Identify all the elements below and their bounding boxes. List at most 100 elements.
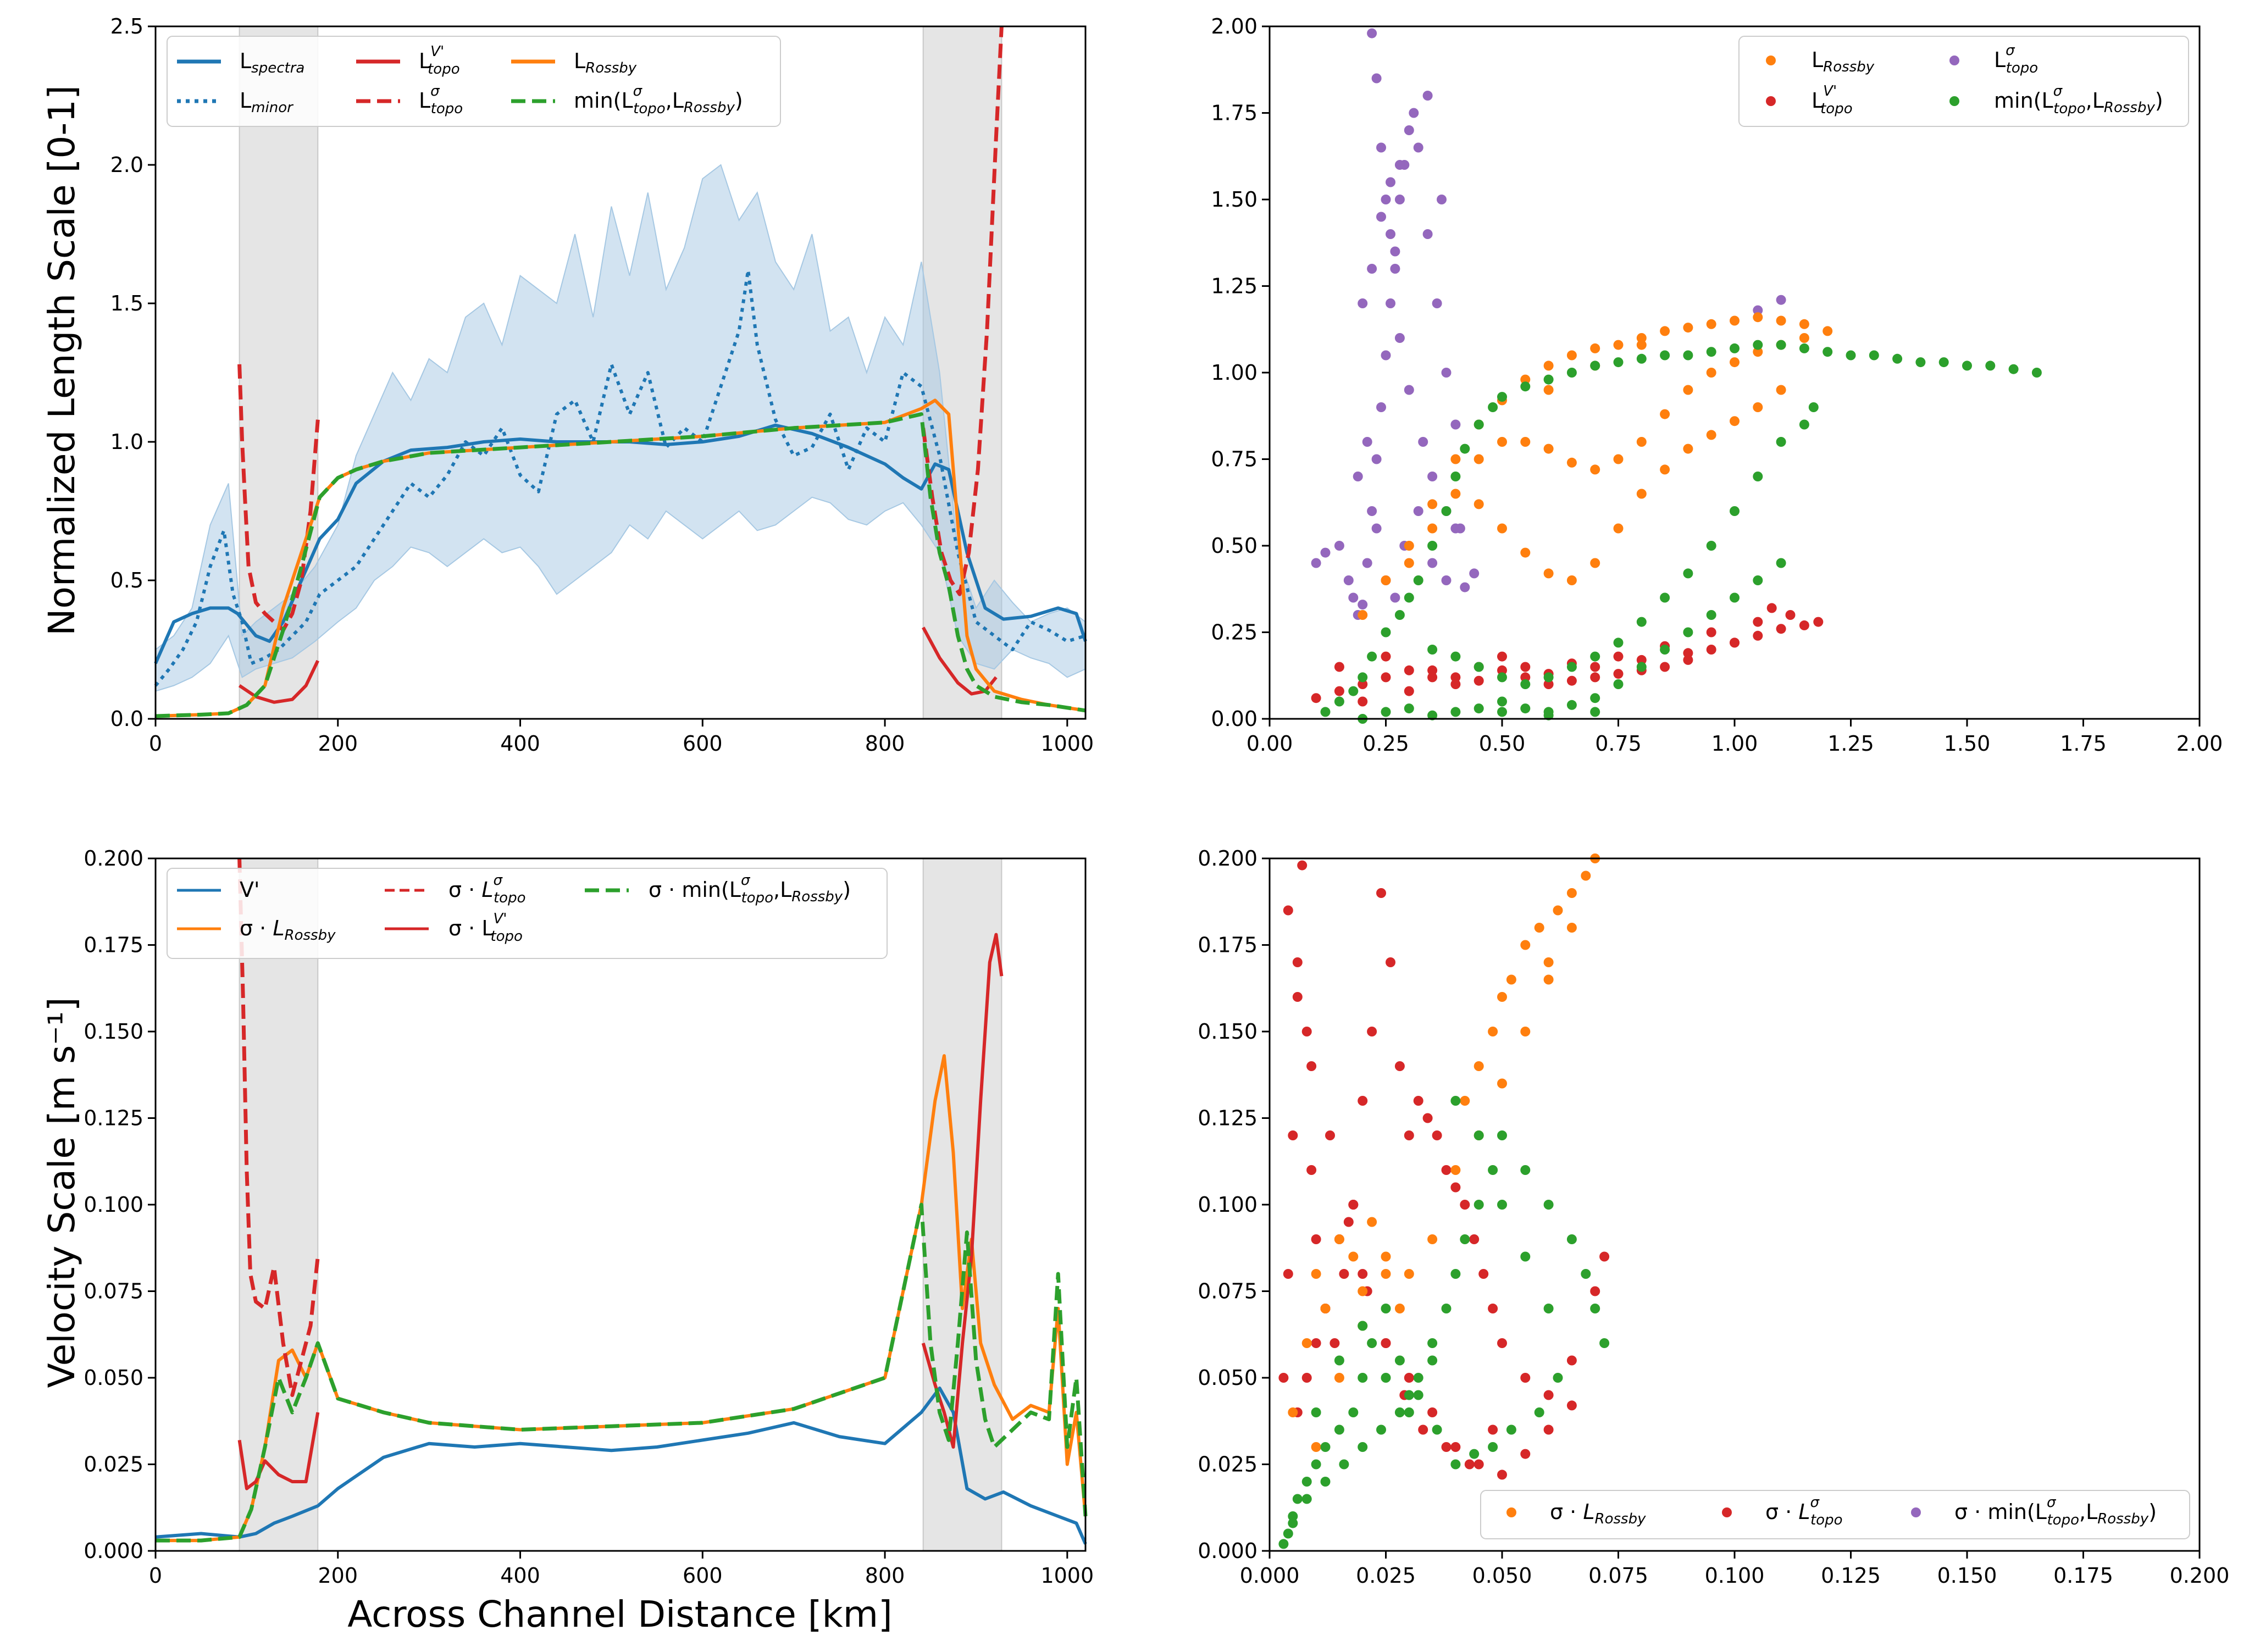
y-tick-label: 1.50 (1211, 187, 1258, 212)
point-red (1283, 1269, 1293, 1279)
point-green (1358, 1442, 1368, 1452)
y-tick-label: 0.075 (84, 1279, 143, 1304)
point-orange (1381, 575, 1391, 585)
legend-marker-sigma-min (1911, 1507, 1921, 1517)
point-orange (1566, 457, 1577, 468)
point-orange (1543, 385, 1554, 395)
point-green (1497, 696, 1507, 707)
x-tick-label: 1.25 (1827, 731, 1874, 756)
point-green (2008, 364, 2019, 374)
point-red (1753, 630, 1763, 641)
point-red (1478, 1269, 1489, 1279)
point-orange (1450, 489, 1461, 499)
point-red (1348, 1200, 1359, 1210)
point-purple (1371, 454, 1382, 464)
point-orange (1381, 1251, 1391, 1262)
legend-label-sigma-topo-v: σ · LV' topo (448, 911, 523, 945)
point-orange (1706, 430, 1716, 440)
point-green (1543, 374, 1554, 385)
point-green (1683, 350, 1693, 361)
legend-marker-min (1949, 96, 1959, 106)
point-green (1474, 1130, 1484, 1140)
y-tick-label: 1.00 (1211, 361, 1258, 385)
point-orange (1636, 437, 1647, 447)
point-green (1320, 1477, 1331, 1487)
point-green (1474, 703, 1484, 714)
point-green (1334, 696, 1344, 707)
point-purple (1376, 142, 1386, 153)
point-green (1427, 645, 1438, 655)
point-green (1846, 350, 1856, 361)
point-red (1566, 1400, 1577, 1411)
y-tick-label: 0.125 (1198, 1106, 1258, 1130)
legend-label-l-topo-v: LV' topo (1812, 83, 1853, 117)
point-orange (1660, 464, 1670, 475)
x-tick-label: 0 (149, 1564, 162, 1588)
point-orange (1636, 489, 1647, 499)
point-green (1427, 1338, 1438, 1348)
point-red (1292, 957, 1303, 967)
point-purple (1455, 523, 1465, 534)
point-red (1450, 679, 1461, 689)
point-red (1301, 1373, 1312, 1383)
panel-top-right: 0.00 0.25 0.50 0.75 1.00 1.25 1.50 1.75 2.00 0.00… (1211, 14, 2223, 756)
point-purple (1413, 142, 1423, 153)
x-tick-label: 0.100 (1705, 1564, 1765, 1588)
point-green (1497, 392, 1507, 402)
point-green (1381, 707, 1391, 717)
point-orange (1566, 923, 1577, 933)
point-red (1330, 1338, 1340, 1348)
point-orange (1334, 1234, 1344, 1244)
point-purple (1358, 600, 1368, 610)
point-orange (1497, 992, 1507, 1002)
point-orange (1506, 974, 1516, 985)
point-green (1301, 1494, 1312, 1504)
x-tick-label: 800 (865, 1564, 905, 1588)
point-green (1613, 637, 1624, 648)
point-green (1367, 651, 1377, 662)
series-l-topo-v- (922, 627, 998, 696)
point-green (1450, 1096, 1461, 1106)
point-green (1367, 1338, 1377, 1348)
point-green (1404, 592, 1414, 603)
point-purple (1362, 558, 1372, 568)
point-green (1553, 1373, 1563, 1383)
point-green (1730, 506, 1740, 516)
point-red (1413, 1096, 1423, 1106)
point-green (1543, 672, 1554, 683)
x-tick-label: 1.75 (2060, 731, 2107, 756)
legend-label-l-minor: Lminor (240, 88, 294, 116)
point-green (1660, 350, 1670, 361)
legend-label-sigma-topo-sigma: σ · Lσ topo (448, 872, 526, 906)
point-red (1422, 1113, 1433, 1123)
point-green (1706, 347, 1716, 357)
point-red (1441, 1165, 1452, 1175)
point-green (1753, 340, 1763, 350)
point-green (1334, 1424, 1344, 1435)
point-orange (1566, 575, 1577, 585)
point-purple (1776, 295, 1786, 305)
legend-label-l-topo-sigma: Lσ topo (419, 83, 463, 117)
x-tick-label: 0.200 (2170, 1564, 2230, 1588)
point-green (1460, 444, 1470, 454)
point-red (1394, 1061, 1405, 1071)
point-green (1320, 707, 1331, 717)
y-tick-label: 1.75 (1211, 101, 1258, 125)
y-tick-label: 0.200 (1198, 846, 1258, 871)
point-purple (1450, 419, 1461, 430)
point-red (1376, 888, 1386, 898)
point-purple (1343, 575, 1354, 585)
point-purple (1376, 212, 1386, 222)
point-green (1590, 1304, 1600, 1313)
point-red (1427, 665, 1438, 675)
legend-label-sigma-rossby: σ · LRossby (240, 916, 336, 944)
point-green (1566, 662, 1577, 672)
point-red (1566, 675, 1577, 686)
x-tick-label: 0.075 (1588, 1564, 1648, 1588)
point-green (1413, 1390, 1423, 1400)
y-tick-label: 0.200 (84, 846, 143, 871)
point-green (1450, 1269, 1461, 1279)
y-tick-label: 0.000 (1198, 1539, 1258, 1563)
point-orange (1590, 558, 1600, 568)
